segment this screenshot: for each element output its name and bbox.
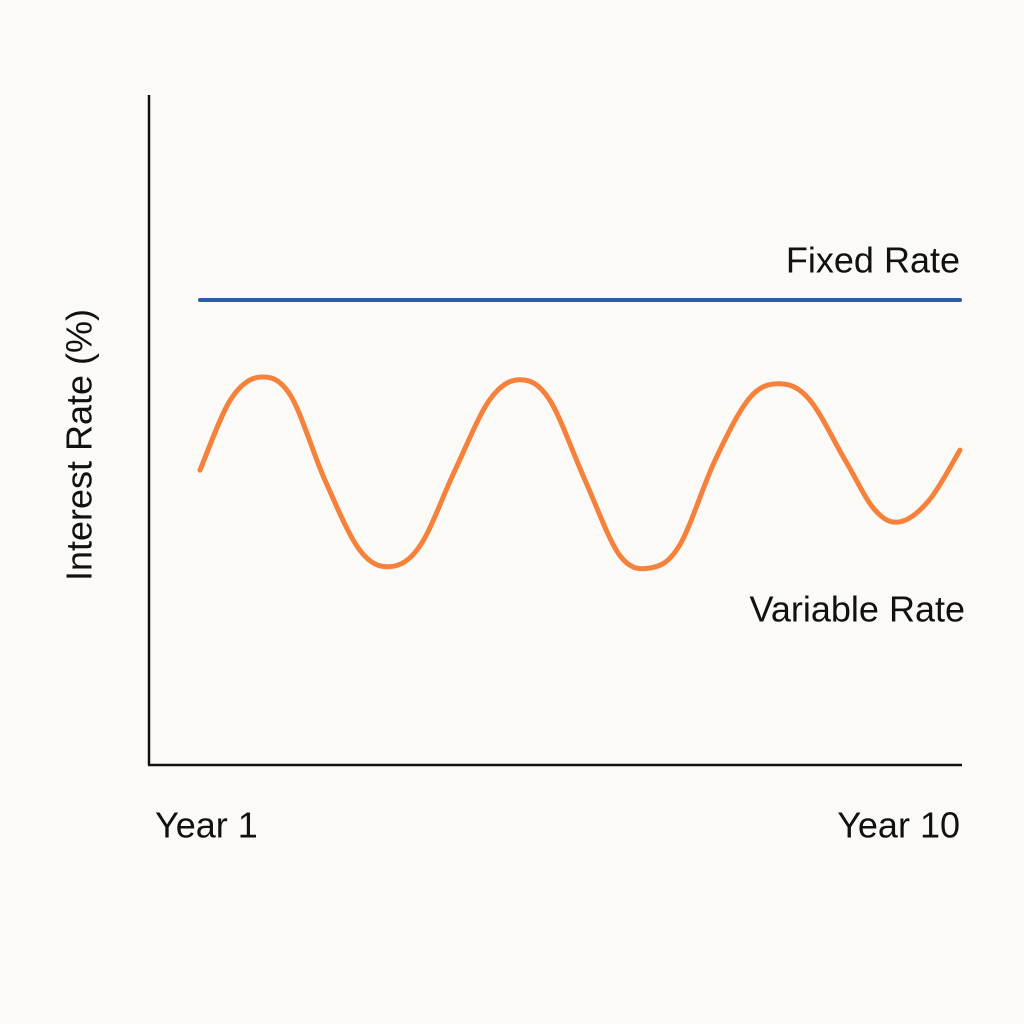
series-label: Fixed Rate [786, 240, 960, 281]
series-label: Variable Rate [750, 589, 965, 630]
x-tick-label: Year 10 [837, 805, 960, 846]
y-axis-label: Interest Rate (%) [59, 309, 100, 581]
series-line [197, 374, 963, 572]
x-tick-label: Year 1 [155, 805, 258, 846]
